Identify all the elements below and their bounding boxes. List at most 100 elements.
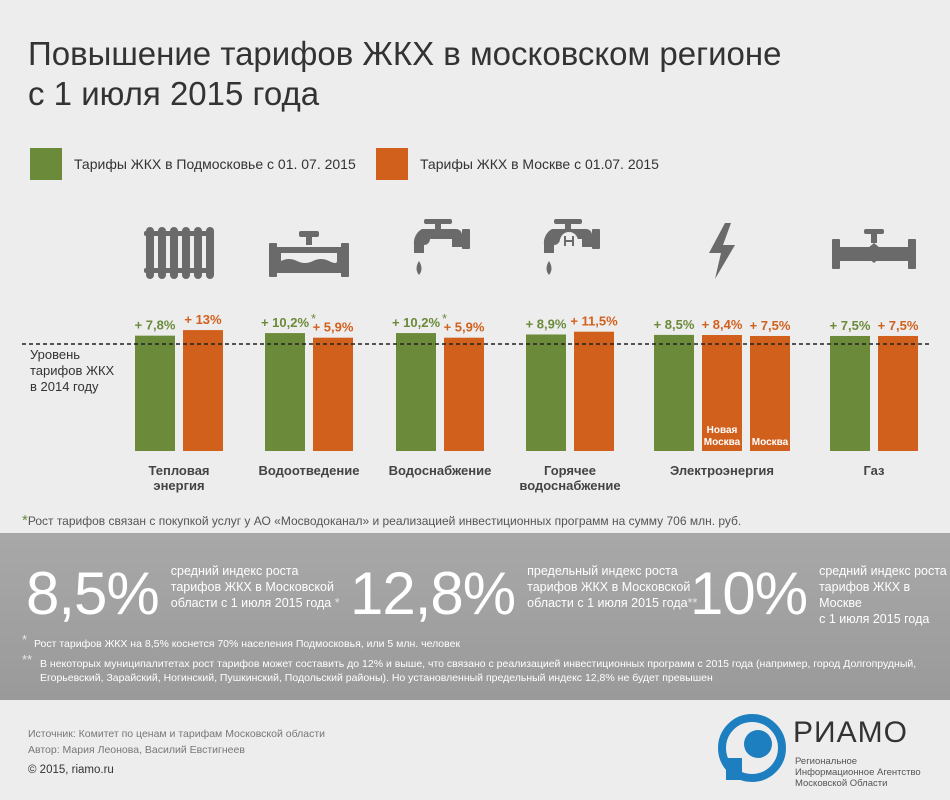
bar: [702, 335, 742, 451]
footnote-1: *Рост тарифов связан с покупкой услуг у …: [22, 512, 741, 529]
stat-star: **: [687, 596, 698, 610]
stat-value: 8,5%: [26, 560, 160, 627]
stat-limit-moscow-region: 12,8% предельный индекс роста тарифов ЖК…: [350, 563, 697, 625]
bar: [878, 335, 918, 451]
bar-value-label: + 5,9%: [313, 320, 354, 335]
stat-line: с 1 июля 2015 года: [819, 612, 930, 626]
stat-average-moscow: 10% средний индекс роста тарифов ЖКХ в М…: [690, 563, 950, 627]
footnote-star: *: [22, 512, 28, 529]
stat-description: предельный индекс роста тарифов ЖКХ в Мо…: [527, 563, 697, 611]
legend-swatch-green: [30, 148, 62, 180]
cold-tap-icon: [413, 219, 470, 275]
stat-description: средний индекс роста тарифов ЖКХ в Москв…: [819, 563, 950, 627]
logo-sub-line: Московской Области: [795, 778, 888, 789]
bar: [183, 330, 223, 451]
logo-name: РИАМО: [793, 716, 908, 749]
legend-label: Тарифы ЖКХ в Москве с 01.07. 2015: [420, 156, 659, 172]
riamo-logo-icon: [718, 714, 786, 782]
title-line-2: с 1 июля 2015 года: [28, 75, 320, 112]
category-label: Тепловая: [148, 463, 209, 478]
stat-average-moscow-region: 8,5% средний индекс роста тарифов ЖКХ в …: [26, 563, 340, 625]
legend-label: Тарифы ЖКХ в Подмосковье с 01. 07. 2015: [74, 156, 356, 172]
note-row: ** В некоторых муниципалитетах рост тари…: [22, 653, 932, 685]
stat-value: 10%: [690, 560, 808, 627]
category-label: Электроэнергия: [670, 463, 774, 478]
title-line-1: Повышение тарифов ЖКХ в московском регио…: [28, 35, 782, 72]
bar-value-label: + 7,5%: [878, 318, 919, 333]
stat-line: средний индекс роста: [170, 564, 299, 578]
stat-line: области с 1 июля 2015 года**: [527, 596, 698, 610]
bar-inner-label: Новая: [707, 425, 738, 436]
stat-value: 12,8%: [350, 560, 516, 627]
bar-value-label: + 8,9%: [526, 316, 567, 331]
bar-value-label: + 7,5%: [750, 318, 791, 333]
logo-sub-line: Информационное Агентство: [795, 767, 921, 778]
bar-value-label: + 5,9%: [444, 320, 485, 335]
bar-value-label: + 13%: [184, 312, 222, 327]
logo-subtitle: Региональное Информационное Агентство Мо…: [795, 756, 921, 789]
legend-item-moscow-region: Тарифы ЖКХ в Подмосковье с 01. 07. 2015: [30, 148, 356, 180]
source-info: Источник: Комитет по ценам и тарифам Мос…: [28, 726, 325, 758]
bar: [265, 333, 305, 451]
bar: [444, 337, 484, 451]
footnotes: * Рост тарифов ЖКХ на 8,5% коснется 70% …: [22, 633, 932, 685]
copyright: © 2015, riamo.ru: [28, 764, 114, 776]
stat-line: тарифов ЖКХ в Московской: [170, 580, 334, 594]
note-star: *: [22, 632, 28, 647]
note-row: * Рост тарифов ЖКХ на 8,5% коснется 70% …: [22, 633, 932, 651]
category-label: Горячее: [544, 463, 596, 478]
legend-swatch-orange: [376, 148, 408, 180]
bar-value-label: + 7,5%: [830, 318, 871, 333]
bar-value-label: + 8,4%: [702, 317, 743, 332]
note-star: **: [22, 652, 33, 667]
bar-value-star: *: [311, 311, 316, 326]
category-label: водоснабжение: [519, 478, 620, 493]
bar-inner-label: Москва: [704, 437, 741, 448]
bar: [654, 334, 694, 451]
category-label: энергия: [153, 478, 204, 493]
radiator-icon: [144, 227, 214, 279]
category-label: Водоснабжение: [389, 463, 492, 478]
page-title: Повышение тарифов ЖКХ в московском регио…: [28, 34, 908, 114]
bar: [830, 335, 870, 451]
bar: [313, 337, 353, 451]
stat-line: области с 1 июля 2015 года *: [170, 596, 340, 610]
source-text: Источник: Комитет по ценам и тарифам Мос…: [28, 728, 326, 740]
stats-panel: 8,5% средний индекс роста тарифов ЖКХ в …: [0, 533, 950, 700]
lightning-icon: [709, 223, 735, 279]
stat-line: средний индекс роста: [819, 564, 947, 578]
authors-text: Автор: Мария Леонова, Василий Евстигнеев: [28, 744, 245, 756]
bar-value-label: + 8,5%: [654, 317, 695, 332]
bar: [574, 331, 614, 451]
bar: [750, 335, 790, 451]
bar-value-label: + 10,2%: [392, 315, 441, 330]
bar-value-star: *: [442, 311, 447, 326]
bar: [396, 333, 436, 451]
stat-star: *: [334, 596, 340, 610]
stat-line: предельный индекс роста: [527, 564, 678, 578]
hot-tap-icon: [542, 218, 600, 276]
stat-line: тарифов ЖКХ в Москве: [819, 580, 911, 610]
bar: [526, 334, 566, 451]
baseline-label-line: тарифов ЖКХ: [30, 363, 115, 378]
baseline-label-line: Уровень: [30, 347, 80, 362]
legend-item-moscow: Тарифы ЖКХ в Москве с 01.07. 2015: [376, 148, 659, 180]
bar: [135, 335, 175, 451]
stat-description: средний индекс роста тарифов ЖКХ в Моско…: [171, 563, 340, 611]
note-text: В некоторых муниципалитетах рост тарифов…: [40, 658, 917, 684]
logo-sub-line: Региональное: [795, 756, 858, 767]
bar-value-label: + 10,2%: [261, 315, 310, 330]
category-label: Водоотведение: [259, 463, 360, 478]
bar-inner-label: Москва: [752, 437, 789, 448]
category-label: Газ: [863, 463, 885, 478]
bar-value-label: + 7,8%: [135, 318, 176, 333]
pipe-icon: [269, 231, 349, 277]
bar-value-label: + 11,5%: [570, 314, 618, 329]
gas-valve-icon: [832, 229, 916, 269]
baseline-label-line: в 2014 году: [30, 379, 99, 394]
note-text: Рост тарифов ЖКХ на 8,5% коснется 70% на…: [34, 638, 461, 650]
footer: Источник: Комитет по ценам и тарифам Мос…: [0, 700, 950, 800]
footnote-1-text: Рост тарифов связан с покупкой услуг у А…: [27, 514, 742, 528]
stat-line: тарифов ЖКХ в Московской: [527, 580, 691, 594]
